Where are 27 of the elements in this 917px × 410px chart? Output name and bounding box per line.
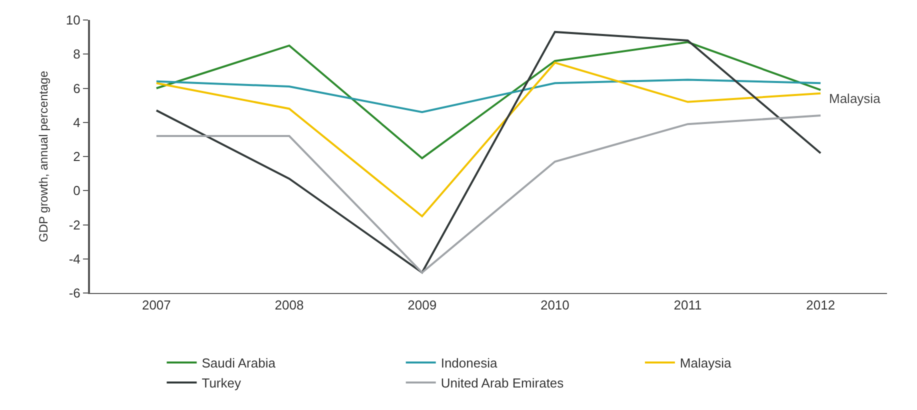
line-series xyxy=(155,78,822,114)
y-tick-label: -6 xyxy=(68,286,80,301)
x-tick-label: 2012 xyxy=(806,298,836,313)
x-tick-label: 2009 xyxy=(408,298,437,313)
x-tick-label: 2007 xyxy=(142,298,171,313)
legend-label: Indonesia xyxy=(440,356,498,371)
legend-label: Turkey xyxy=(202,376,242,391)
annotation: Malaysia xyxy=(829,91,882,106)
y-tick-label: 6 xyxy=(73,80,80,96)
x-tick-label: 2008 xyxy=(274,298,304,313)
line-series xyxy=(155,114,822,274)
legend-label: Saudi Arabia xyxy=(202,356,276,371)
y-axis-title: GDP growth, annual percentage xyxy=(36,70,51,242)
y-tick-label: 10 xyxy=(66,12,80,28)
x-tick-label: 2011 xyxy=(674,298,702,313)
y-tick-label: 4 xyxy=(73,114,80,130)
line-series xyxy=(155,41,822,160)
line-series xyxy=(155,30,822,274)
y-tick-label: -4 xyxy=(68,251,80,266)
x-tick-label: 2010 xyxy=(540,298,570,313)
y-tick-label: 8 xyxy=(73,46,80,62)
y-tick-label: -2 xyxy=(68,217,80,232)
y-tick-label: 0 xyxy=(73,183,80,198)
legend-label: Malaysia xyxy=(680,356,732,371)
y-tick-label: 2 xyxy=(73,149,80,164)
legend-label: United Arab Emirates xyxy=(440,376,564,391)
line-series xyxy=(155,62,822,218)
